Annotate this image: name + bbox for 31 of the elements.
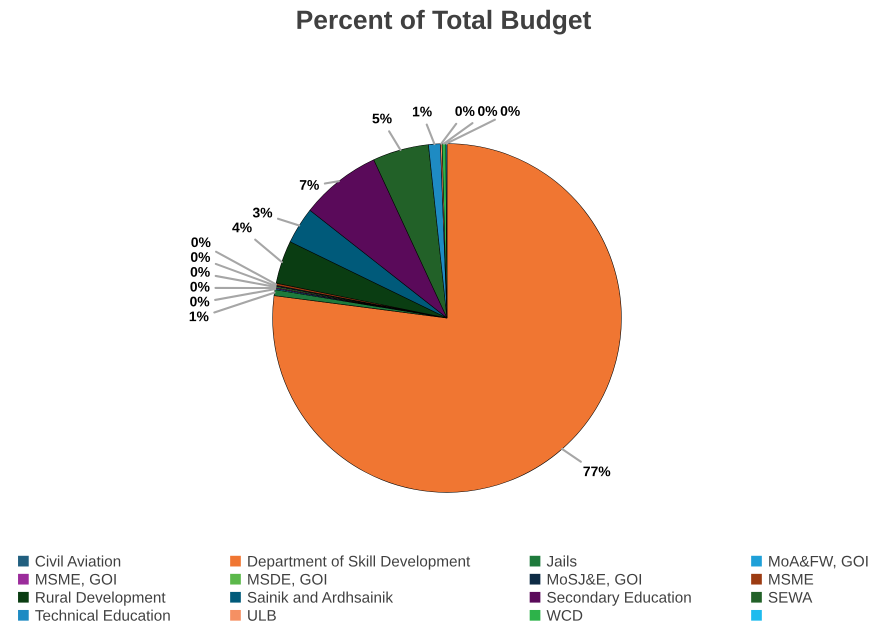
data-label: 0%	[190, 252, 210, 262]
legend-label: ULB	[248, 610, 276, 621]
data-label: 0%	[455, 106, 475, 116]
legend-label: SEWA	[768, 592, 812, 603]
data-label: 0%	[190, 296, 210, 306]
legend-label: Secondary Education	[547, 592, 691, 606]
data-label: 7%	[300, 180, 319, 190]
data-label: 4%	[232, 222, 252, 232]
data-label: 3%	[252, 208, 272, 218]
chart-title: Percent of Total Budget	[297, 10, 592, 35]
legend-label: Technical Education	[35, 610, 170, 621]
legend-label: MoSJ&E, GOI	[548, 574, 642, 586]
legend-label: Jails	[546, 555, 576, 567]
data-label: 5%	[372, 114, 392, 124]
legend-label: MSDE, GOI	[248, 574, 326, 586]
legend-label: Department of Skill Development	[248, 555, 470, 570]
legend-label: MSME	[769, 574, 814, 585]
legend-label: MSME, GOI	[36, 574, 116, 586]
data-label: 1%	[190, 311, 209, 322]
legend-label: Rural Development	[36, 592, 166, 606]
data-label: 0%	[500, 106, 520, 116]
legend-label: Sainik and Ardhsainik	[248, 592, 394, 603]
data-label: 1%	[412, 106, 432, 116]
data-label: 0%	[190, 266, 210, 277]
data-label: 77%	[583, 466, 610, 476]
data-label: 0%	[190, 282, 210, 292]
legend-label: MoA&FW, GOI	[769, 556, 868, 568]
data-label: 0%	[478, 106, 498, 116]
legend-label: Civil Aviation	[36, 555, 120, 567]
legend-label: WCD	[546, 610, 582, 621]
data-label: 0%	[191, 237, 211, 248]
